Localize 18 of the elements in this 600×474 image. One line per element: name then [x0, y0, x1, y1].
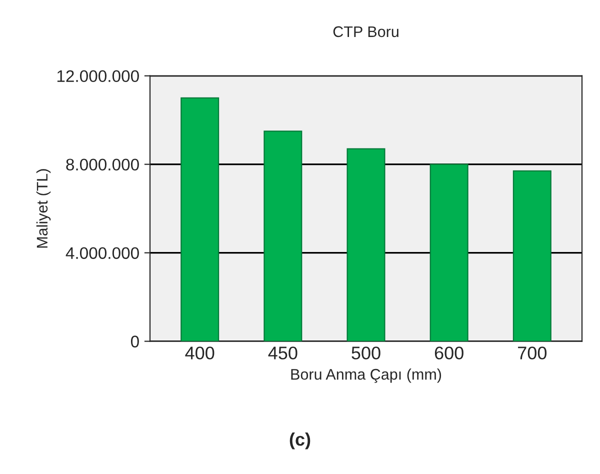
- bar: [264, 130, 302, 342]
- bar: [346, 148, 386, 342]
- x-tick-label: 450: [268, 346, 298, 360]
- bar: [180, 97, 220, 342]
- bar: [430, 164, 468, 342]
- text: (c): [290, 432, 310, 450]
- x-axis-title: Boru Anma Çapı (mm): [291, 368, 442, 383]
- bar: [512, 170, 552, 342]
- y-axis-title: Maliyet (TL): [36, 169, 51, 248]
- y-tick-label: 4.000.000: [66, 247, 139, 260]
- x-tick-label: 500: [352, 346, 380, 360]
- y-tick-label: 8.000.000: [66, 158, 139, 171]
- y-tick-label: 0: [130, 336, 139, 348]
- x-tick-label: 600: [434, 346, 464, 360]
- x-tick-label: 400: [185, 346, 214, 360]
- x-tick-label: 700: [518, 346, 547, 360]
- y-tick-label: 12.000.000: [57, 70, 139, 82]
- chart-title: CTP Boru: [333, 26, 398, 38]
